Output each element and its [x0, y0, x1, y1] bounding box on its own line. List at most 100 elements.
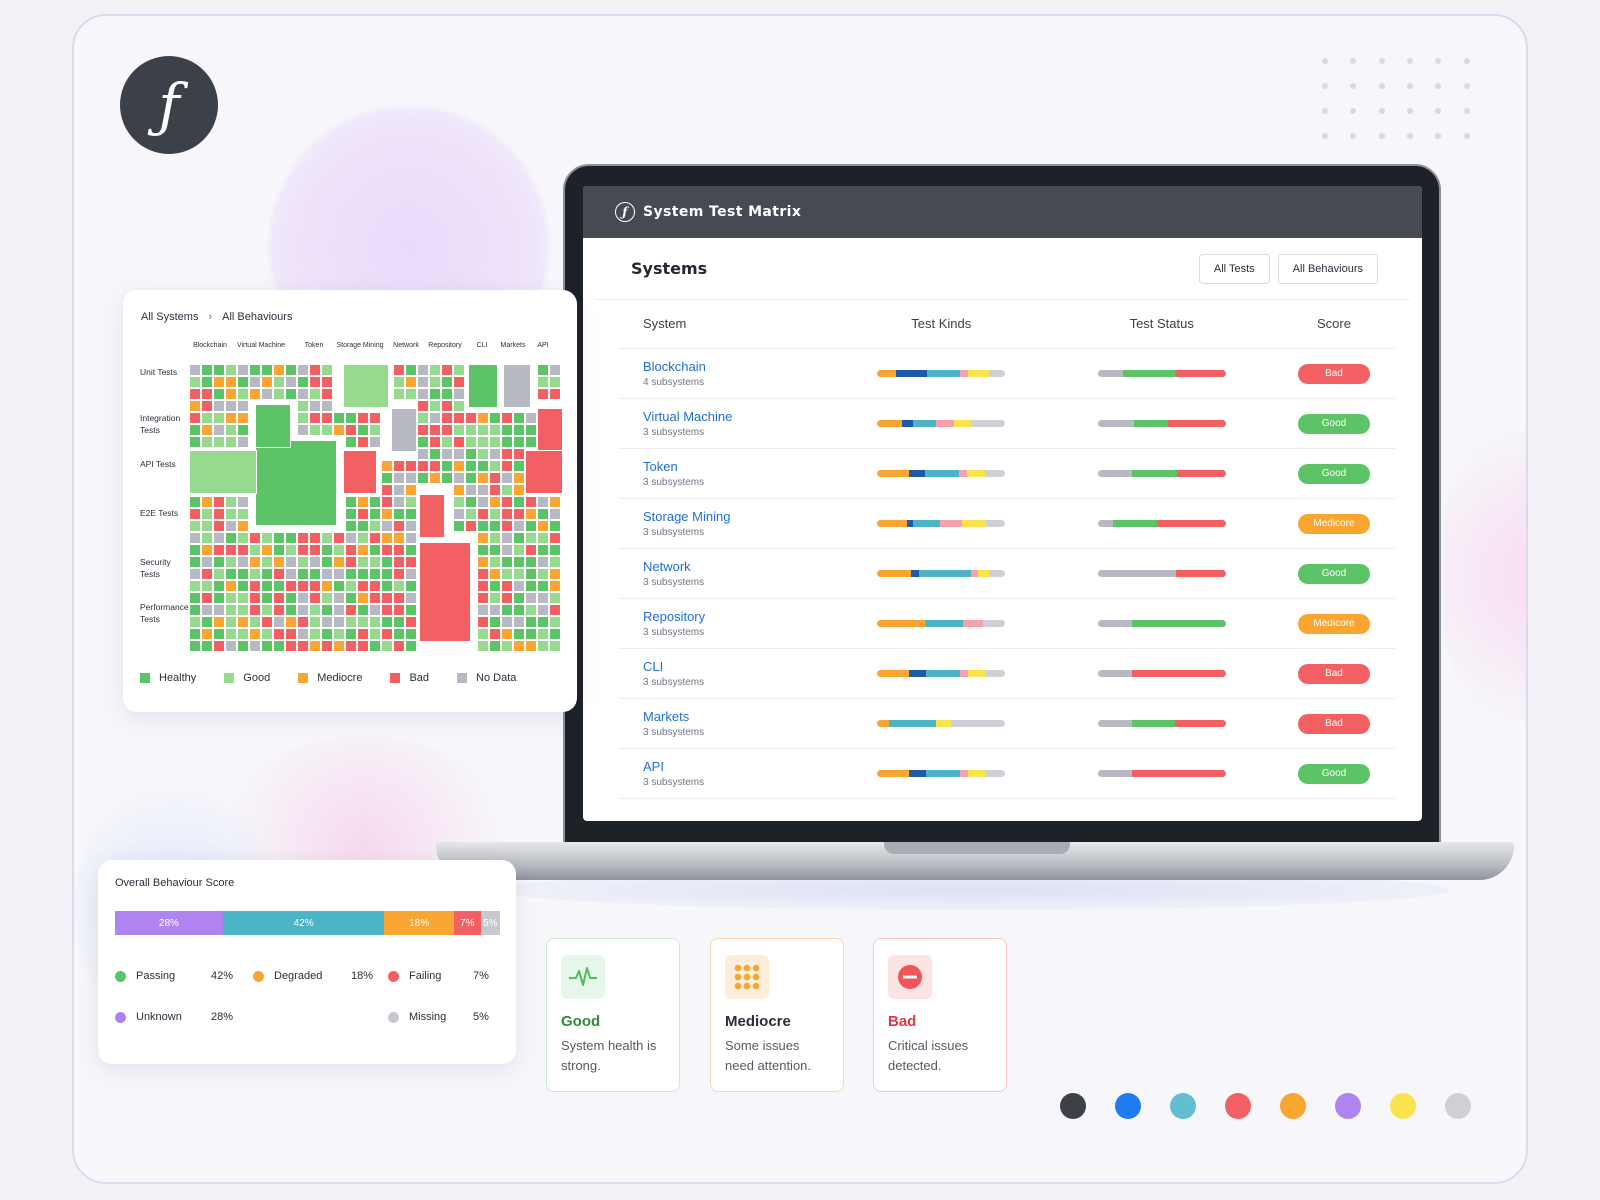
treemap-cell[interactable]: [381, 604, 393, 616]
treemap-cell[interactable]: [537, 616, 549, 628]
treemap-cell[interactable]: [465, 436, 477, 448]
treemap-cell[interactable]: [417, 424, 429, 436]
treemap-cell[interactable]: [525, 640, 537, 652]
treemap-cell[interactable]: [285, 628, 297, 640]
treemap-cell[interactable]: [273, 556, 285, 568]
treemap-cell[interactable]: [213, 520, 225, 532]
treemap-cell[interactable]: [477, 508, 489, 520]
treemap-cell[interactable]: [357, 496, 369, 508]
treemap-cell[interactable]: [501, 604, 513, 616]
treemap-cell[interactable]: [369, 640, 381, 652]
system-link-virtual-machine[interactable]: Virtual Machine: [643, 408, 733, 424]
treemap-cell[interactable]: [189, 532, 201, 544]
treemap-cell[interactable]: [225, 388, 237, 400]
treemap-cell[interactable]: [417, 388, 429, 400]
treemap-cell[interactable]: [489, 568, 501, 580]
treemap-cell[interactable]: [513, 424, 525, 436]
treemap-cell[interactable]: [549, 508, 561, 520]
treemap-cell[interactable]: [345, 628, 357, 640]
treemap-cell[interactable]: [297, 628, 309, 640]
treemap-cell[interactable]: [419, 542, 471, 642]
treemap-cell[interactable]: [273, 628, 285, 640]
treemap-cell[interactable]: [321, 412, 333, 424]
treemap-cell[interactable]: [369, 412, 381, 424]
treemap-cell[interactable]: [201, 376, 213, 388]
treemap-cell[interactable]: [261, 640, 273, 652]
treemap-cell[interactable]: [213, 580, 225, 592]
treemap-cell[interactable]: [537, 376, 549, 388]
treemap-cell[interactable]: [513, 568, 525, 580]
treemap-cell[interactable]: [453, 448, 465, 460]
treemap-cell[interactable]: [381, 496, 393, 508]
system-link-markets[interactable]: Markets: [643, 708, 690, 724]
treemap-cell[interactable]: [309, 412, 321, 424]
treemap-cell[interactable]: [297, 592, 309, 604]
treemap-cell[interactable]: [309, 556, 321, 568]
treemap-cell[interactable]: [237, 508, 249, 520]
treemap-cell[interactable]: [321, 580, 333, 592]
treemap-cell[interactable]: [273, 592, 285, 604]
treemap-cell[interactable]: [525, 424, 537, 436]
treemap-cell[interactable]: [261, 364, 273, 376]
treemap-cell[interactable]: [225, 568, 237, 580]
treemap-cell[interactable]: [333, 556, 345, 568]
treemap-cell[interactable]: [189, 388, 201, 400]
treemap-cell[interactable]: [453, 436, 465, 448]
treemap-cell[interactable]: [273, 544, 285, 556]
treemap-cell[interactable]: [201, 568, 213, 580]
treemap-cell[interactable]: [345, 604, 357, 616]
treemap-cell[interactable]: [321, 556, 333, 568]
treemap-cell[interactable]: [333, 616, 345, 628]
treemap-cell[interactable]: [501, 568, 513, 580]
treemap-cell[interactable]: [453, 508, 465, 520]
table-row[interactable]: Virtual Machine 3 subsystems Good: [619, 398, 1396, 449]
treemap-cell[interactable]: [201, 628, 213, 640]
treemap-cell[interactable]: [213, 436, 225, 448]
system-link-cli[interactable]: CLI: [643, 658, 664, 674]
treemap-cell[interactable]: [357, 532, 369, 544]
treemap-cell[interactable]: [237, 520, 249, 532]
treemap-cell[interactable]: [189, 376, 201, 388]
treemap-cell[interactable]: [333, 640, 345, 652]
treemap-cell[interactable]: [477, 460, 489, 472]
treemap-cell[interactable]: [213, 496, 225, 508]
treemap-cell[interactable]: [465, 508, 477, 520]
treemap-cell[interactable]: [525, 604, 537, 616]
treemap-cell[interactable]: [501, 520, 513, 532]
treemap-cell[interactable]: [468, 364, 498, 408]
treemap-cell[interactable]: [381, 520, 393, 532]
treemap-cell[interactable]: [537, 520, 549, 532]
treemap-cell[interactable]: [237, 364, 249, 376]
treemap-cell[interactable]: [489, 628, 501, 640]
treemap-cell[interactable]: [393, 532, 405, 544]
treemap-cell[interactable]: [309, 388, 321, 400]
treemap-cell[interactable]: [225, 376, 237, 388]
treemap-cell[interactable]: [537, 408, 563, 452]
treemap-cell[interactable]: [201, 592, 213, 604]
treemap-cell[interactable]: [189, 496, 201, 508]
treemap-cell[interactable]: [525, 412, 537, 424]
treemap-cell[interactable]: [225, 424, 237, 436]
treemap-cell[interactable]: [357, 604, 369, 616]
treemap-cell[interactable]: [237, 616, 249, 628]
treemap-cell[interactable]: [273, 580, 285, 592]
treemap-cell[interactable]: [189, 544, 201, 556]
treemap-cell[interactable]: [213, 376, 225, 388]
treemap-cell[interactable]: [285, 604, 297, 616]
treemap-cell[interactable]: [525, 556, 537, 568]
treemap-cell[interactable]: [465, 460, 477, 472]
treemap-cell[interactable]: [441, 388, 453, 400]
treemap-cell[interactable]: [549, 640, 561, 652]
treemap-cell[interactable]: [249, 628, 261, 640]
treemap-cell[interactable]: [549, 580, 561, 592]
treemap-cell[interactable]: [513, 628, 525, 640]
treemap-cell[interactable]: [429, 412, 441, 424]
treemap-cell[interactable]: [549, 544, 561, 556]
treemap-cell[interactable]: [249, 544, 261, 556]
treemap-cell[interactable]: [321, 400, 333, 412]
treemap-cell[interactable]: [213, 592, 225, 604]
treemap-cell[interactable]: [525, 628, 537, 640]
treemap-cell[interactable]: [419, 494, 445, 538]
treemap-cell[interactable]: [393, 580, 405, 592]
treemap-cell[interactable]: [225, 532, 237, 544]
